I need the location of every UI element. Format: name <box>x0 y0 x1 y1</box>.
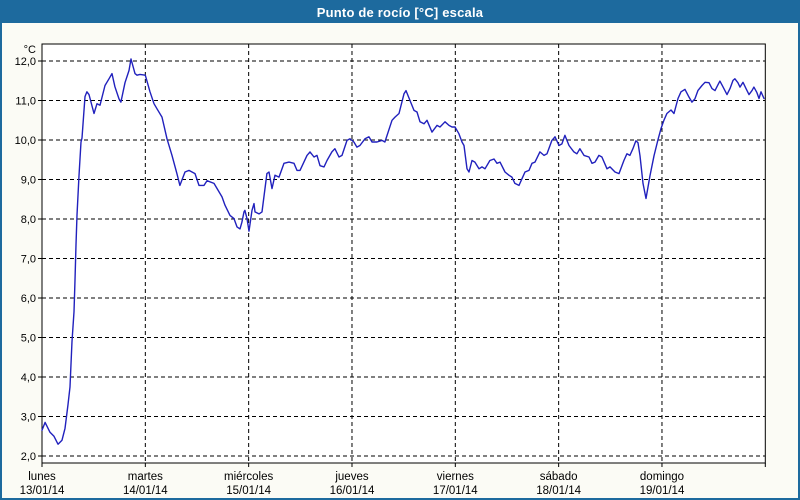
day-name-label: domingo <box>640 471 684 483</box>
title-bar: Punto de rocío [°C] escala <box>2 2 798 23</box>
day-date-label: 15/01/14 <box>226 485 271 497</box>
dew-point-line <box>41 58 765 445</box>
y-tick-label: 9,0 <box>21 175 36 187</box>
day-name-label: martes <box>128 471 163 483</box>
y-tick-label: 4,0 <box>21 372 36 384</box>
day-date-label: 14/01/14 <box>123 485 168 497</box>
day-date-label: 13/01/14 <box>20 485 65 497</box>
day-name-label: viernes <box>437 471 474 483</box>
day-date-label: 16/01/14 <box>330 485 375 497</box>
y-tick-label: 11,0 <box>15 96 36 108</box>
day-date-label: 19/01/14 <box>640 485 685 497</box>
y-tick-label: 10,0 <box>15 135 36 147</box>
y-axis-unit-label: °C <box>24 44 36 56</box>
plot-border <box>41 43 766 464</box>
y-tick-label: 6,0 <box>21 293 36 305</box>
y-tick-label: 2,0 <box>21 451 36 463</box>
y-tick-label: 7,0 <box>21 254 36 266</box>
day-name-label: miércoles <box>224 471 273 483</box>
y-tick-label: 8,0 <box>21 214 36 226</box>
day-name-label: lunes <box>28 471 56 483</box>
y-tick-label: 5,0 <box>21 333 36 345</box>
day-name-label: jueves <box>334 471 368 483</box>
day-date-label: 17/01/14 <box>433 485 478 497</box>
chart-title: Punto de rocío [°C] escala <box>316 5 484 20</box>
plot-area <box>42 44 766 463</box>
y-tick-label: 12,0 <box>15 56 36 68</box>
y-tick-label: 3,0 <box>21 412 36 424</box>
day-date-label: 18/01/14 <box>536 485 581 497</box>
day-name-label: sábado <box>540 471 578 483</box>
